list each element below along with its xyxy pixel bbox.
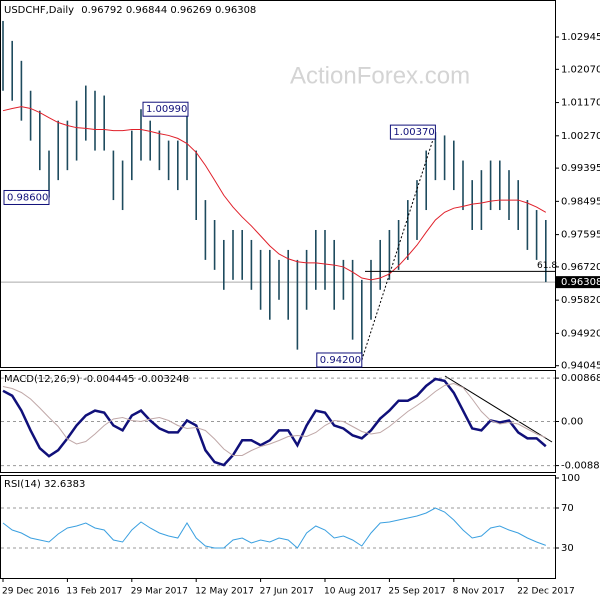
indicator-line [2,382,546,456]
annotation-box [316,352,363,368]
watermark: ActionForex.com [290,62,470,89]
y-tick-label: 0.94920 [561,328,600,339]
y-tick-label: 0.98495 [561,196,600,207]
x-tick-label: 25 Sep 2017 [388,587,445,597]
macd-header: MACD(12,26,9) -0.004445 -0.003248 [4,374,189,385]
y-tick-label: 0.99395 [561,163,600,174]
y-tick-label: 1.01170 [561,98,600,109]
x-tick-label: 27 Jun 2017 [260,587,314,597]
indicator-line [2,507,546,549]
x-tick-label: 13 Feb 2017 [66,587,122,597]
y-tick-label: 0.97595 [561,230,600,241]
y-tick-label: 0.95820 [561,295,600,306]
fib-label: 61.8 [537,261,557,271]
y-tick-label: 0.94045 [561,361,600,372]
x-tick-label: 12 May 2017 [195,587,254,597]
annotation-box [142,101,189,117]
x-tick-label: 8 Nov 2017 [453,587,505,597]
annotation-label: 1.00370 [393,127,434,138]
y-tick-label: 0.00 [561,417,583,428]
y-tick-label: 100 [561,473,580,484]
annotation-label: 1.00990 [146,104,187,115]
annotation-box [389,124,436,140]
y-tick-label: 0.96720 [561,262,600,273]
x-tick-label: 29 Mar 2017 [131,587,188,597]
price-header: USDCHF,Daily 0.96792 0.96844 0.96269 0.9… [4,5,256,16]
y-tick-label: 70 [561,503,574,514]
y-tick-label: 1.00270 [561,131,600,142]
x-tick-label: 22 Dec 2017 [517,587,575,597]
indicator-line [2,377,547,467]
y-tick-label: 1.02070 [561,64,600,75]
last-price-label: 0.96308 [561,277,600,288]
annotation-label: 0.98600 [7,192,48,203]
annotation-label: 0.94200 [320,355,361,366]
annotation-box [3,189,50,205]
rsi-panel [0,475,556,579]
y-tick-label: 1.02945 [561,32,600,43]
moving-average [2,106,547,281]
last-price-box [556,276,600,289]
y-tick-label: -0.008818 [561,461,600,472]
y-tick-label: 0.00868 [561,373,600,384]
y-tick-label: 30 [561,543,574,554]
x-tick-label: 29 Dec 2016 [2,587,60,597]
price-panel [0,0,556,368]
rsi-header: RSI(14) 32.6383 [4,479,85,490]
x-tick-label: 10 Aug 2017 [324,587,382,597]
